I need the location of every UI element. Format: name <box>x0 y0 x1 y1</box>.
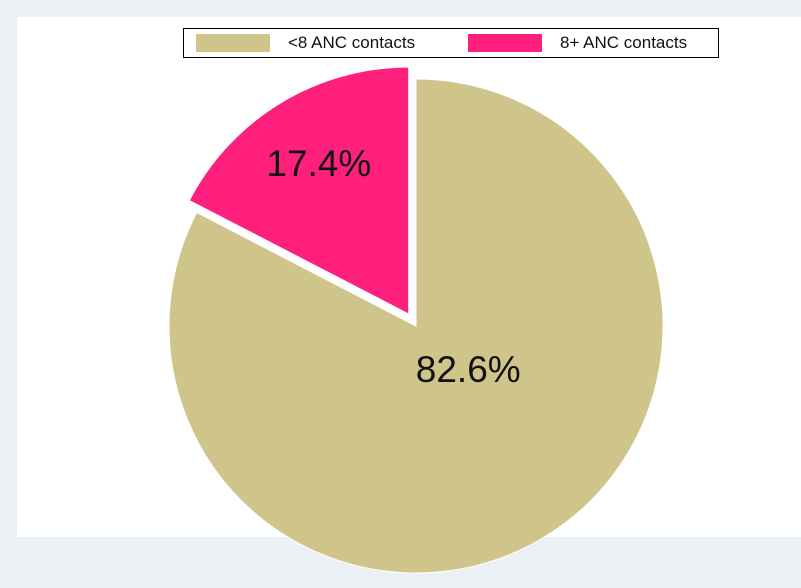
pie-slice-labels: 82.6% 17.4% <box>266 143 520 390</box>
legend-swatch-8plus <box>468 34 542 52</box>
legend: <8 ANC contacts 8+ ANC contacts <box>183 28 719 58</box>
pie-slice-label-1: 17.4% <box>266 143 371 184</box>
legend-label-lt8: <8 ANC contacts <box>288 33 416 52</box>
legend-label-8plus: 8+ ANC contacts <box>560 33 688 52</box>
pie-slices <box>168 66 664 574</box>
legend-item-lt8: <8 ANC contacts <box>196 29 415 57</box>
pie-slice-1 <box>188 66 410 315</box>
pie-slice-label-0: 82.6% <box>416 349 521 390</box>
legend-item-8plus: 8+ ANC contacts <box>468 29 687 57</box>
legend-swatch-lt8 <box>196 34 270 52</box>
pie-slice-0 <box>168 78 664 574</box>
